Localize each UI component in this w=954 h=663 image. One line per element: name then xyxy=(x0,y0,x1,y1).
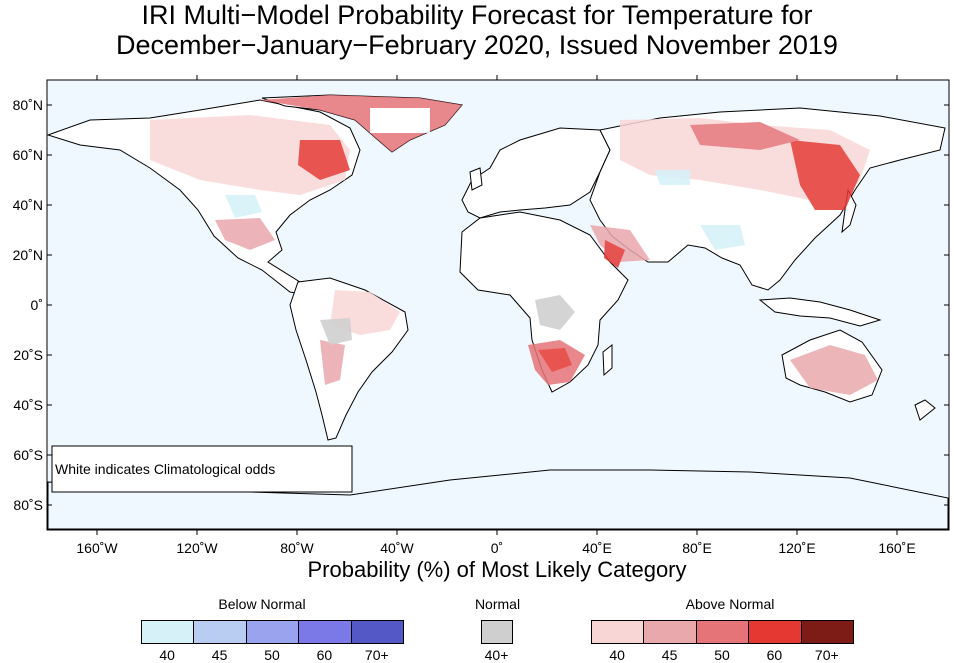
legend-swatch-normal xyxy=(481,620,513,644)
lat-tick-label: 80˚S xyxy=(13,497,43,513)
legend-swatch-above xyxy=(643,620,697,644)
legend-bin-label-below: 60 xyxy=(316,647,333,663)
legend-bin-label-normal: 40+ xyxy=(484,647,509,663)
legend-swatch-below xyxy=(141,620,195,644)
lon-tick-label: 80˚E xyxy=(682,540,712,556)
legend-xlabel: Probability (%) of Most Likely Category xyxy=(307,557,687,582)
legend-below-label: Below Normal xyxy=(218,596,306,612)
legend-bin-label-above: 45 xyxy=(661,647,678,663)
legend-swatch-above xyxy=(800,620,854,644)
note-text: White indicates Climatological odds xyxy=(55,461,275,477)
legend-bin-label-above: 70+ xyxy=(814,647,839,663)
lat-tick-label: 80˚N xyxy=(13,97,43,113)
lat-tick-label: 20˚N xyxy=(13,247,43,263)
maritime-continent xyxy=(758,297,882,327)
legend-swatch-below xyxy=(298,620,352,644)
lon-tick-label: 40˚W xyxy=(380,540,414,556)
legend-bin-label-above: 40 xyxy=(609,647,625,663)
madagascar xyxy=(602,343,613,377)
lat-tick-label: 40˚S xyxy=(13,397,43,413)
above-normal-shading xyxy=(150,95,878,395)
uk xyxy=(469,167,483,191)
map-title-line-1: IRI Multi−Model Probability Forecast for… xyxy=(141,0,813,30)
longitude-axis: 160˚W 120˚W 80˚W 40˚W 0˚ 40˚E 80˚E 120˚E 160˚E xyxy=(76,75,916,556)
latitude-axis: 80˚N 60˚N 40˚N 20˚N 0˚ 20˚S 40˚S 60˚S 80˚S xyxy=(13,97,949,513)
lat-tick-label: 0˚ xyxy=(31,297,43,313)
lat-tick-label: 20˚S xyxy=(13,347,43,363)
normal-shading xyxy=(320,295,575,345)
legend-bin-label-below: 70+ xyxy=(364,647,389,663)
lon-tick-label: 0˚ xyxy=(491,540,503,556)
lon-tick-label: 120˚W xyxy=(176,540,218,556)
legend-bin-label-above: 50 xyxy=(714,647,730,663)
lon-tick-label: 40˚E xyxy=(582,540,612,556)
lon-tick-label: 160˚W xyxy=(76,540,118,556)
new-zealand xyxy=(914,399,936,421)
legend-swatch-above xyxy=(748,620,802,644)
below-normal-shading xyxy=(225,170,745,250)
legend-bin-label-below: 40 xyxy=(159,647,175,663)
legend-above-label: Above Normal xyxy=(685,596,775,612)
legend-bin-label-above: 60 xyxy=(766,647,783,663)
lon-tick-label: 120˚E xyxy=(778,540,815,556)
legend-swatch-above xyxy=(695,620,750,644)
lat-tick-label: 60˚N xyxy=(13,147,43,163)
legend-swatch-above xyxy=(591,620,645,644)
lat-tick-label: 40˚N xyxy=(13,197,43,213)
legend-normal-label: Normal xyxy=(474,596,521,612)
legend-swatch-below xyxy=(193,620,247,644)
legend-bin-label-below: 50 xyxy=(264,647,280,663)
map-title-line-2: December−January−February 2020, Issued N… xyxy=(116,30,838,60)
legend-swatch-below xyxy=(350,620,404,644)
lat-tick-label: 60˚S xyxy=(13,447,43,463)
legend-swatch-below xyxy=(245,620,300,644)
note-box xyxy=(51,445,353,493)
lon-tick-label: 160˚E xyxy=(878,540,915,556)
lon-tick-label: 80˚W xyxy=(280,540,314,556)
legend-bin-label-below: 45 xyxy=(211,647,228,663)
